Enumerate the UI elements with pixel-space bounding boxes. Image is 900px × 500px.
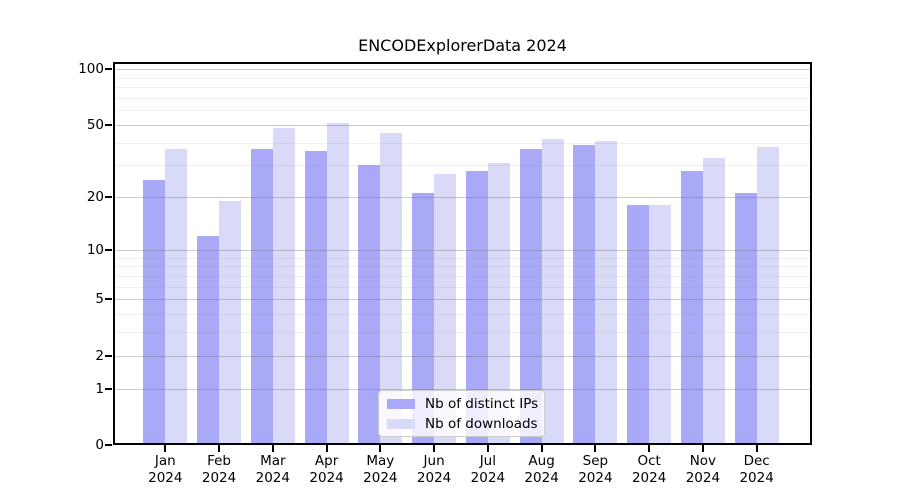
bar-distinct-ips-may xyxy=(358,165,381,445)
x-tick-label-month: May xyxy=(366,453,395,469)
bar-distinct-ips-jun xyxy=(412,193,435,445)
bar-downloads-may xyxy=(380,133,403,445)
x-tick-label-month: Feb xyxy=(207,453,231,469)
bar-downloads-feb xyxy=(219,201,242,445)
bars-layer xyxy=(113,62,812,445)
x-tick-label-year: 2024 xyxy=(739,470,774,486)
legend-item-downloads: Nb of downloads xyxy=(387,416,544,432)
x-tick-mark xyxy=(379,445,382,452)
x-tick-mark xyxy=(540,445,543,452)
x-tick-label-month: Jan xyxy=(154,453,176,469)
bar-distinct-ips-feb xyxy=(197,236,220,445)
y-tick-mark xyxy=(105,444,112,446)
x-tick-label-year: 2024 xyxy=(363,470,398,486)
x-tick-mark xyxy=(755,445,758,452)
y-tick-label: 5 xyxy=(95,291,104,308)
x-tick-label-year: 2024 xyxy=(524,470,559,486)
x-tick-label-year: 2024 xyxy=(685,470,721,486)
x-tick-label-year: 2024 xyxy=(201,470,237,486)
bar-distinct-ips-jan xyxy=(143,179,166,445)
x-tick-label-month: Mar xyxy=(260,453,286,469)
bar-downloads-dec xyxy=(756,146,779,445)
y-tick-label: 10 xyxy=(86,241,104,258)
y-tick-label: 50 xyxy=(86,116,104,133)
bar-distinct-ips-dec xyxy=(734,193,757,445)
legend: Nb of distinct IPs Nb of downloads xyxy=(378,390,545,437)
chart-title: ENCODExplorerData 2024 xyxy=(358,36,567,55)
x-tick-mark xyxy=(164,445,167,452)
y-tick-mark xyxy=(105,68,112,71)
x-tick-mark xyxy=(594,445,597,452)
x-tick-label-year: 2024 xyxy=(470,470,506,486)
x-tick-label-month: Jul xyxy=(479,453,496,469)
bar-downloads-oct xyxy=(649,205,672,445)
y-tick-label: 2 xyxy=(95,347,104,364)
bar-distinct-ips-oct xyxy=(627,205,650,445)
y-tick-label: 100 xyxy=(78,61,104,78)
y-tick-mark xyxy=(105,248,112,251)
x-tick-label-month: Sep xyxy=(582,453,609,469)
y-tick-label: 0 xyxy=(95,437,104,453)
bar-distinct-ips-jul xyxy=(465,170,488,445)
x-tick-label-month: Apr xyxy=(314,453,339,469)
legend-swatch-distinct-ips xyxy=(387,398,415,409)
x-tick-mark xyxy=(271,445,274,452)
bar-downloads-aug xyxy=(541,138,564,445)
x-tick-mark xyxy=(701,445,704,452)
x-tick-mark xyxy=(648,445,651,452)
x-tick-label-month: Jun xyxy=(423,453,445,469)
legend-item-distinct-ips: Nb of distinct IPs xyxy=(387,396,544,412)
x-tick-label-month: Dec xyxy=(743,453,770,469)
bar-distinct-ips-mar xyxy=(250,148,273,445)
x-tick-label-month: Aug xyxy=(528,453,555,469)
y-tick-label: 1 xyxy=(95,380,104,397)
bar-distinct-ips-nov xyxy=(680,170,703,445)
y-tick-mark xyxy=(105,196,112,199)
x-tick-label-year: 2024 xyxy=(416,470,452,486)
legend-label-downloads: Nb of downloads xyxy=(425,415,538,432)
y-tick-mark xyxy=(105,298,112,301)
x-tick-mark xyxy=(486,445,489,452)
x-tick-mark xyxy=(325,445,328,452)
bar-downloads-jun xyxy=(434,173,457,445)
legend-swatch-downloads xyxy=(387,418,415,429)
bar-downloads-jan xyxy=(165,148,188,445)
bar-downloads-sep xyxy=(595,140,618,445)
y-tick-mark xyxy=(105,354,112,357)
bar-downloads-nov xyxy=(702,157,725,445)
legend-label-distinct-ips: Nb of distinct IPs xyxy=(425,395,539,412)
bar-downloads-jul xyxy=(487,162,510,445)
x-tick-label-month: Oct xyxy=(637,453,661,469)
x-tick-label-year: 2024 xyxy=(148,470,183,486)
bar-downloads-mar xyxy=(272,128,295,445)
x-tick-label-year: 2024 xyxy=(578,470,613,486)
bar-distinct-ips-sep xyxy=(573,144,596,445)
bar-distinct-ips-aug xyxy=(519,148,542,445)
x-tick-label-year: 2024 xyxy=(309,470,344,486)
y-tick-mark xyxy=(105,387,112,390)
bar-downloads-apr xyxy=(326,123,349,445)
y-tick-label: 20 xyxy=(86,189,104,206)
x-tick-mark xyxy=(218,445,221,452)
x-tick-mark xyxy=(433,445,436,452)
y-tick-mark xyxy=(105,123,112,126)
bar-distinct-ips-apr xyxy=(304,150,327,445)
x-tick-label-year: 2024 xyxy=(631,470,667,486)
x-tick-label-month: Nov xyxy=(689,453,717,469)
x-tick-label-year: 2024 xyxy=(255,470,290,486)
